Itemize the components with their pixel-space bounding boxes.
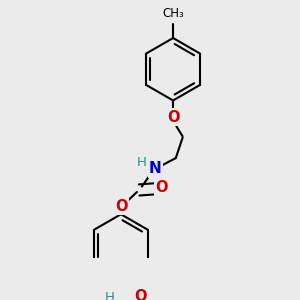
Text: N: N [149,161,162,176]
Text: O: O [116,199,128,214]
Text: O: O [134,289,147,300]
Text: H: H [136,156,146,170]
Text: H: H [105,291,115,300]
Text: O: O [168,110,180,125]
Text: O: O [155,180,168,195]
Text: CH₃: CH₃ [162,8,184,20]
